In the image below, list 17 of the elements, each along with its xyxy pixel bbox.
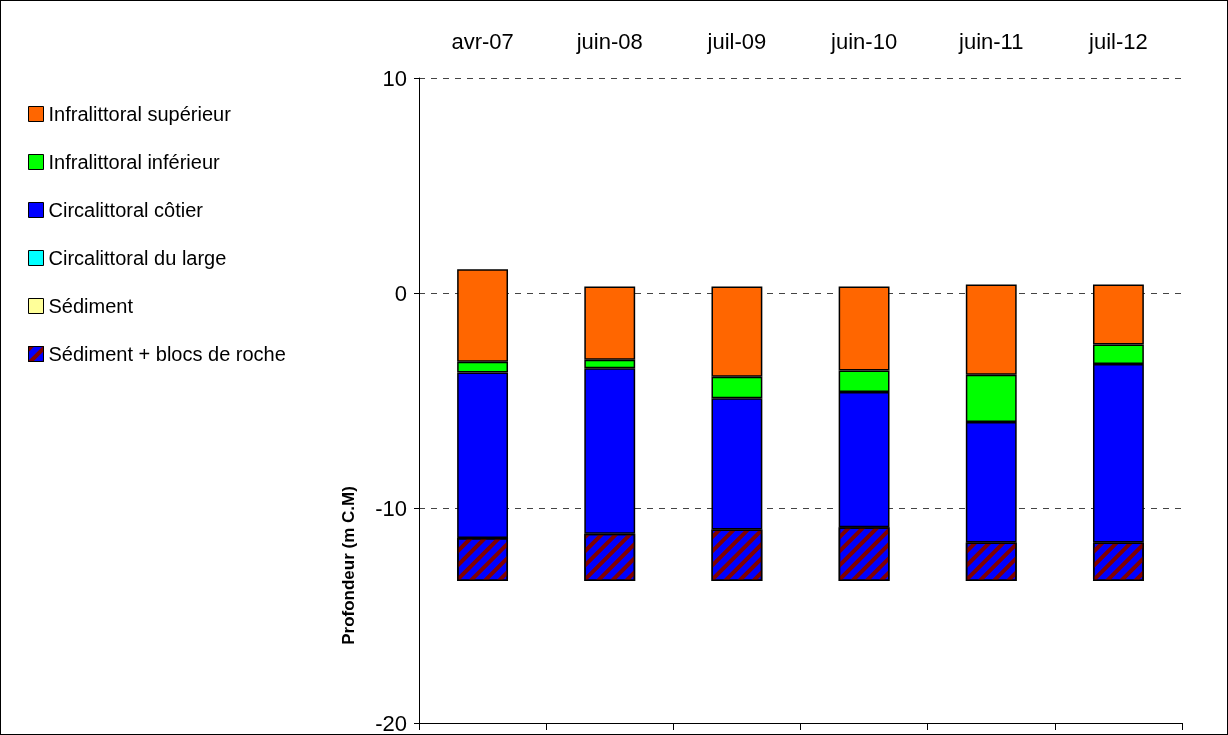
x-tick-label: juin-11	[958, 28, 1024, 54]
y-tick-label: -20	[375, 710, 407, 735]
y-axis-title: Profondeur (m C.M)	[339, 486, 358, 645]
y-tick-label: 10	[382, 65, 407, 91]
x-tick-label: juil-12	[1088, 28, 1148, 54]
x-tick-label: juin-10	[830, 28, 898, 54]
x-tick-label: juil-09	[706, 28, 767, 54]
legend-label: Circalittoral du large	[48, 247, 227, 269]
legend-label: Infralittoral inférieur	[48, 151, 221, 173]
legend-label: Sédiment	[48, 295, 134, 317]
x-tick-label: avr-07	[451, 28, 514, 54]
y-tick-label: 0	[394, 280, 407, 306]
legend-label: Infralittoral supérieur	[48, 103, 232, 125]
legend-label: Circalittoral côtier	[48, 199, 204, 221]
x-tick-label: juin-08	[575, 28, 643, 54]
y-tick-label: -10	[375, 495, 407, 521]
legend-label: Sédiment + blocs de roche	[48, 343, 286, 365]
